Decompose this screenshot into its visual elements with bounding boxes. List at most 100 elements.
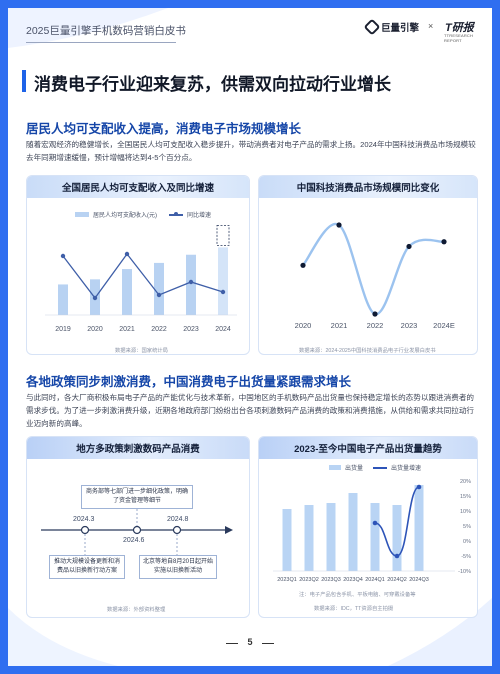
- x-tick-label-2020: 2020: [295, 321, 312, 330]
- y2-tick-label: 20%: [460, 479, 471, 485]
- income-chart-title: 全国居民人均可支配收入及同比增速: [27, 176, 249, 198]
- bar-2023Q4: [348, 493, 358, 571]
- bar-2023Q2: [304, 505, 314, 571]
- market-chart-card: 中国科技消费品市场规模同比变化 2020 2021 2022 2023 2024E 数据…: [258, 175, 478, 355]
- x-tick-label-2023Q4: 2023Q4: [343, 577, 363, 583]
- x-tick-label-2023: 2023: [183, 326, 199, 333]
- x-tick-label-2024Q3: 2024Q3: [409, 577, 429, 583]
- timeline-date-2: 2024.6: [123, 537, 145, 544]
- y2-tick-label: 0%: [463, 539, 471, 545]
- timeline-box-top: 商务部等七部门进一步细化政策，明确了资金管理等细节: [81, 485, 193, 509]
- income-chart-plot: 2019 2020 2021 2022 2023 2024: [45, 225, 237, 333]
- market-point-2020: [300, 262, 306, 268]
- policy-timeline-source: 数据来源：外部资料整理: [107, 607, 166, 613]
- income-chart-legend: 居民人均可支配收入(元) 同比增速: [75, 210, 211, 219]
- legend-bar-swatch: [75, 212, 89, 217]
- footer-rule-left: [226, 643, 238, 644]
- bar-2023Q1: [282, 509, 292, 571]
- forecast-box-2024: [216, 225, 230, 246]
- y2-tick-label: 10%: [460, 509, 471, 515]
- x-tick-label-2024Q2: 2024Q2: [387, 577, 407, 583]
- brand-logo-tt: T研报: [445, 22, 474, 34]
- legend-line-swatch: [169, 211, 183, 216]
- brand-logo-oceanengine: 巨量引擎: [363, 18, 420, 36]
- timeline-graphic: [41, 509, 233, 555]
- page: 2025巨量引擎手机数码营销白皮书 巨量引擎 × T研报 TTRESEARCH …: [8, 8, 492, 666]
- legend-bar-label: 居民人均可支配收入(元): [93, 213, 157, 219]
- market-point-2021: [336, 222, 342, 228]
- x-tick-label-2023Q3: 2023Q3: [321, 577, 341, 583]
- shipment-chart-legend: 出货量 出货量增速: [329, 463, 421, 472]
- bar-2021: [122, 269, 132, 315]
- x-tick-label-2021: 2021: [119, 326, 135, 333]
- logo-separator: ×: [428, 21, 434, 31]
- brand-logo-tt-subtitle: TTRESEARCH REPORT: [444, 33, 474, 43]
- market-chart-plot: 2020 2021 2022 2023 2024E: [295, 222, 455, 330]
- header-underline: [26, 42, 176, 43]
- legend-bar-label: 出货量: [345, 466, 364, 472]
- shipment-chart-plot: 20%15%10%5%0%-5%-10%2023Q1 2023Q2 2023Q3 20…: [273, 479, 471, 583]
- growth-point-2020: [92, 295, 98, 301]
- x-tick-label-2023Q2: 2023Q2: [299, 577, 319, 583]
- x-tick-label-2022: 2022: [367, 321, 384, 330]
- shipment-chart-source: 数据来源：IDC，TT资源自主拍摄: [314, 606, 394, 612]
- x-tick-label-2021: 2021: [331, 321, 348, 330]
- income-chart-card: 全国居民人均可支配收入及同比增速 居民人均可支配收入(元) 同比增速 2019 2…: [26, 175, 250, 355]
- growth-point-2024Q3: [416, 484, 422, 490]
- legend-line-label: 出货量增速: [391, 466, 422, 472]
- growth-point-2021: [124, 251, 130, 257]
- bar-2023Q3: [326, 503, 336, 571]
- growth-line: [62, 252, 224, 300]
- page-title: 消费电子行业迎来复苏，供需双向拉动行业增长: [34, 75, 391, 94]
- document-title: 2025巨量引擎手机数码营销白皮书: [26, 25, 186, 37]
- logo-a-text: 巨量引擎: [381, 23, 420, 34]
- timeline-date-3: 2024.8: [167, 516, 189, 523]
- title-accent-bar: [22, 70, 26, 92]
- section1-paragraph: 随着宏观经济的稳健增长，全国居民人均可支配收入稳步提升，带动消费者对电子产品的需…: [26, 140, 476, 162]
- policy-timeline-card: 地方多政策刺激数码产品消费 商务部等七部门进一步细化政策，明确了资金管理等细节 …: [26, 436, 250, 618]
- x-tick-label-2020: 2020: [87, 326, 103, 333]
- x-tick-label-2022: 2022: [151, 326, 167, 333]
- y2-tick-label: 15%: [460, 494, 471, 500]
- x-tick-label-2024E: 2024E: [433, 321, 455, 330]
- logo-mark-icon: [363, 18, 381, 36]
- bar-2024Q2: [392, 505, 402, 571]
- y2-tick-label: -5%: [461, 554, 471, 560]
- market-chart-title: 中国科技消费品市场规模同比变化: [259, 176, 477, 198]
- page-number: 5: [247, 637, 253, 647]
- income-chart-source: 数据来源：国家统计局: [115, 348, 168, 354]
- shipment-chart-title: 2023-至今中国电子产品出货量趋势: [259, 437, 477, 459]
- x-tick-label-2023Q1: 2023Q1: [277, 577, 297, 583]
- x-tick-label-2024Q1: 2024Q1: [365, 577, 385, 583]
- section1-title: 居民人均可支配收入提高，消费电子市场规模增长: [26, 122, 302, 136]
- growth-point-2019: [60, 253, 66, 259]
- bar-2024: [218, 247, 228, 315]
- bar-2024Q1: [370, 503, 380, 571]
- timeline-box-right: 北京等地自8月20日起开始实施以旧换新活动: [139, 555, 217, 579]
- market-point-2024E: [441, 239, 447, 245]
- market-point-2022: [372, 311, 378, 317]
- policy-timeline-title: 地方多政策刺激数码产品消费: [27, 437, 249, 459]
- timeline-date-1: 2024.3: [73, 516, 95, 523]
- market-change-curve: [302, 222, 445, 316]
- bar-2024Q3: [414, 485, 424, 571]
- y2-tick-label: -10%: [458, 569, 471, 575]
- section2-paragraph: 与此同时，各大厂商积极布局电子产品的产能优化与技术革新，中国地区的手机数码产品出…: [26, 393, 475, 428]
- growth-point-2024Q1: [372, 520, 378, 526]
- x-tick-label-2023: 2023: [401, 321, 418, 330]
- x-tick-label-2019: 2019: [55, 326, 71, 333]
- legend-line-label: 同比增速: [187, 213, 212, 219]
- legend-line-swatch: [373, 466, 388, 469]
- shipment-chart-note: 注：电子产品包含手机、平板电脑、可穿戴设备等: [299, 592, 416, 598]
- footer-rule-right: [262, 643, 274, 644]
- bar-2019: [58, 284, 68, 315]
- growth-point-2022: [156, 292, 162, 298]
- section2-title: 各地政策同步刺激消费，中国消费电子出货量紧跟需求增长: [26, 375, 352, 389]
- growth-point-2024Q2: [394, 553, 400, 559]
- growth-point-2024: [220, 289, 226, 295]
- x-tick-label-2024: 2024: [215, 326, 231, 333]
- market-chart-source: 数据来源：2024-2025中国科技消费品电子行业发展白皮书: [299, 348, 436, 354]
- growth-point-2023: [188, 279, 194, 285]
- y2-tick-label: 5%: [463, 524, 471, 530]
- shipment-chart-card: 2023-至今中国电子产品出货量趋势 出货量 出货量增速 20% 15% 10% 5%…: [258, 436, 478, 618]
